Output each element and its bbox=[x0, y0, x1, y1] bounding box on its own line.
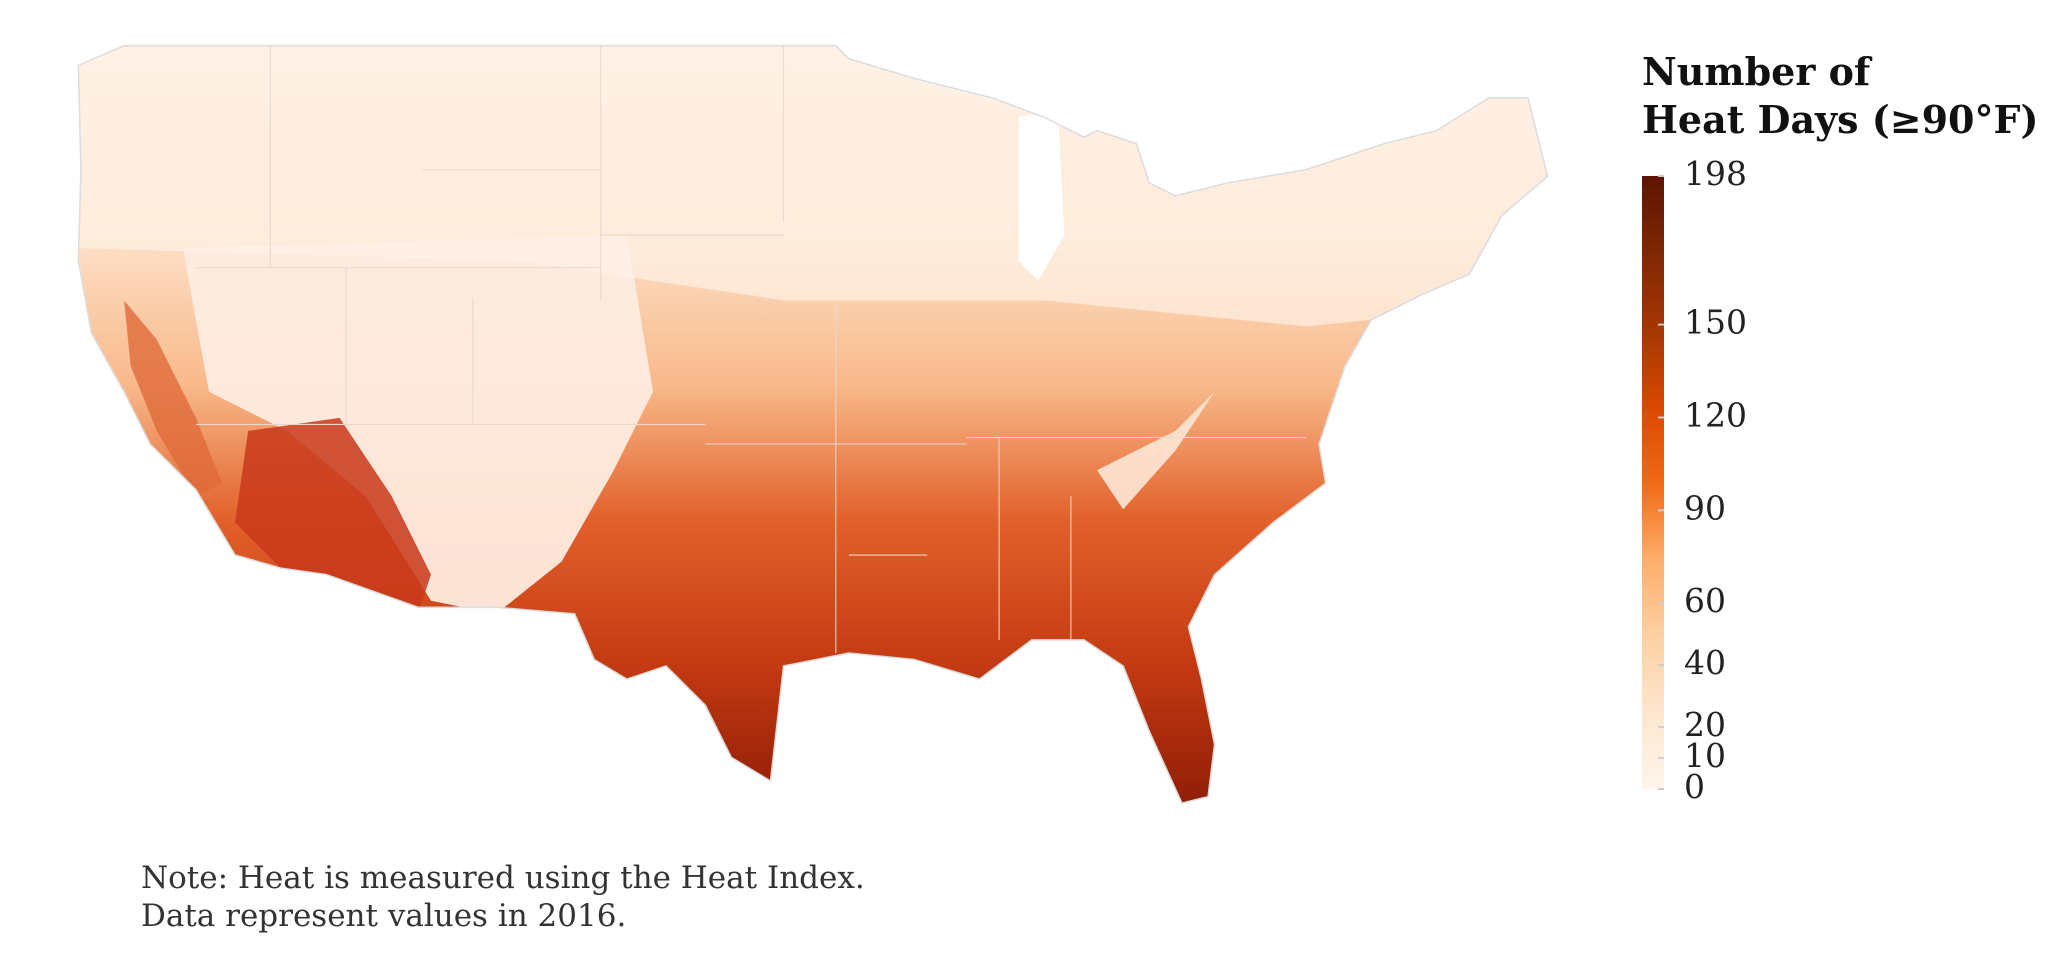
legend-tick-label: 0 bbox=[1684, 767, 1705, 806]
legend-title: Number of bbox=[1642, 49, 1873, 94]
legend-tick-label: 40 bbox=[1684, 643, 1726, 682]
california-valley bbox=[124, 300, 223, 497]
state-borders bbox=[195, 45, 1306, 653]
legend-colorbar bbox=[1642, 176, 1664, 789]
legend-title: Heat Days (≥90°F) bbox=[1642, 97, 2038, 142]
legend-tick-label: 90 bbox=[1684, 488, 1726, 527]
arizona-hot bbox=[235, 417, 431, 614]
legend-tick-label: 120 bbox=[1684, 395, 1747, 434]
legend-tick-label: 10 bbox=[1684, 736, 1726, 775]
note: Data represent values in 2016. bbox=[141, 898, 626, 934]
us-map bbox=[77, 44, 1549, 804]
legend-tick-label: 60 bbox=[1684, 581, 1726, 620]
legend-tick-label: 198 bbox=[1684, 154, 1747, 193]
lake-michigan bbox=[1018, 111, 1065, 281]
legend-tick-label: 20 bbox=[1684, 705, 1726, 744]
note: Note: Heat is measured using the Heat In… bbox=[141, 860, 865, 896]
legend-tick-label: 150 bbox=[1684, 303, 1747, 342]
